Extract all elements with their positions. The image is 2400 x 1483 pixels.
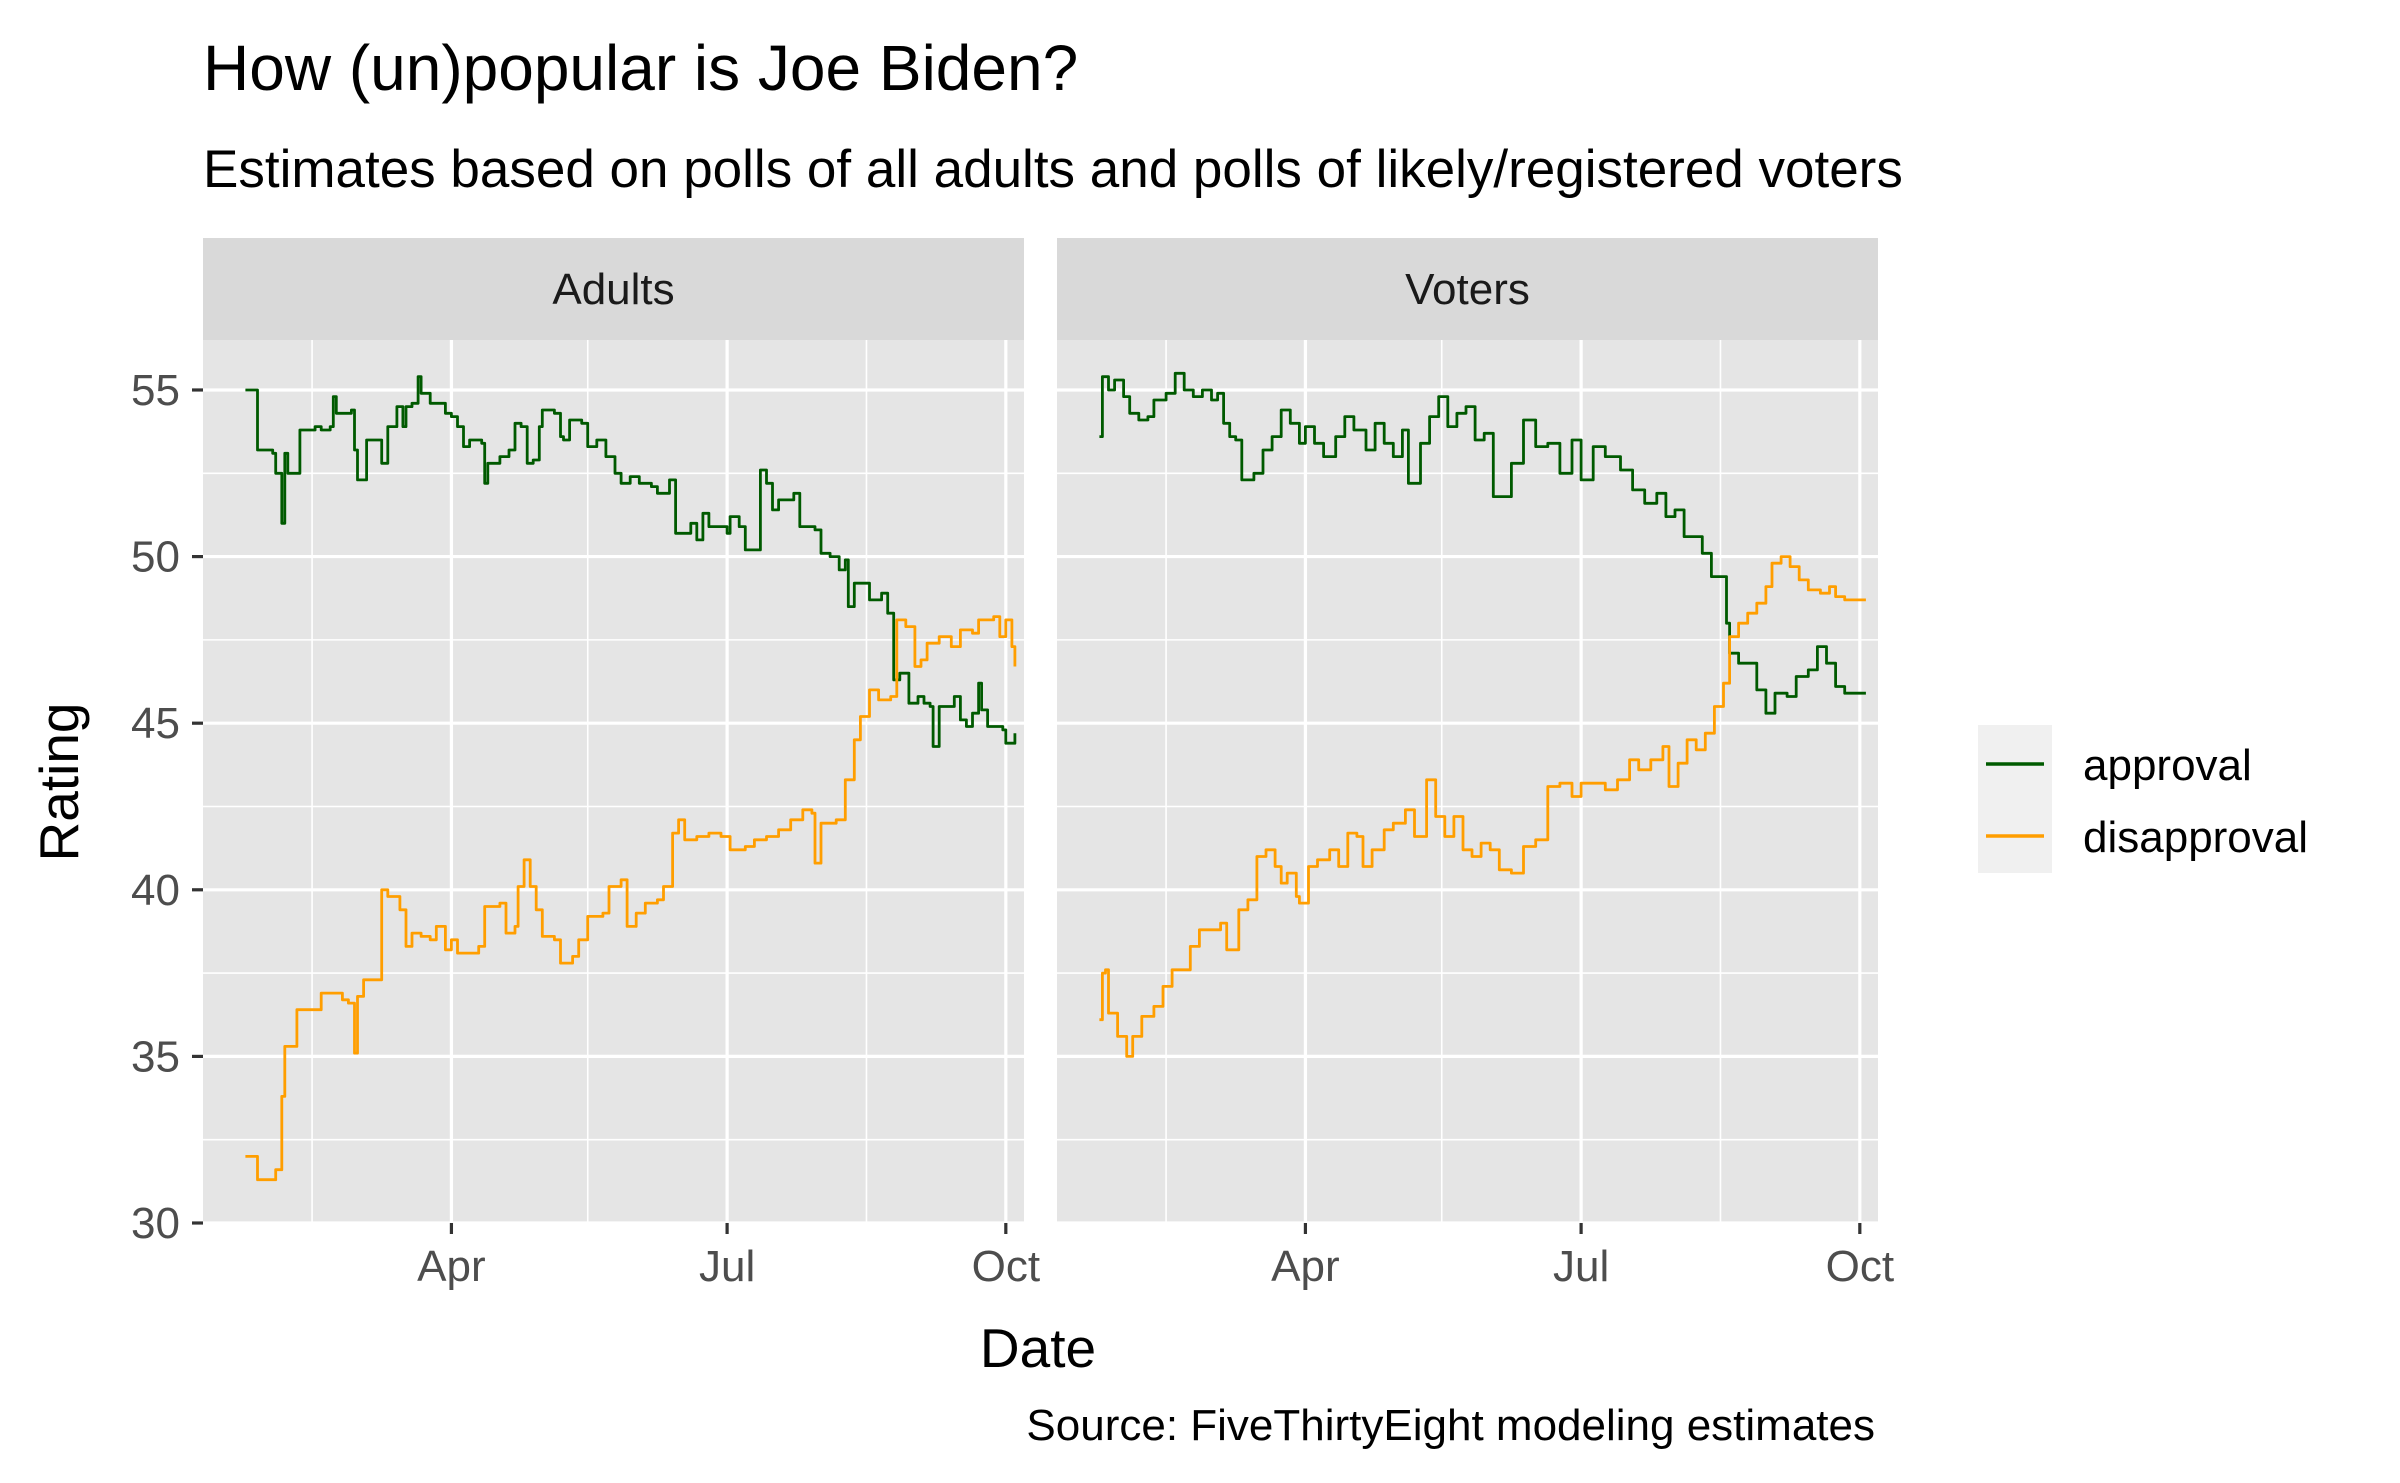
y-tick-label: 45 <box>131 699 180 748</box>
legend: approval disapproval <box>1978 725 2308 873</box>
series-line-approval <box>245 375 1017 748</box>
series-line-approval <box>1099 371 1866 715</box>
legend-label-approval: approval <box>2083 741 2252 790</box>
panels: Apr Jul Oct Adults Apr Jul Oct Voters <box>203 238 1894 1291</box>
x-tick-label: Jul <box>1553 1242 1609 1291</box>
panel-background <box>203 340 1024 1223</box>
y-axis: 30 35 40 45 50 55 <box>131 366 203 1248</box>
y-tick-label: 40 <box>131 866 180 915</box>
facet-label: Adults <box>552 265 674 314</box>
series-line-disapproval <box>1099 555 1866 1058</box>
caption: Source: FiveThirtyEight modeling estimat… <box>1026 1401 1875 1450</box>
chart-subtitle: Estimates based on polls of all adults a… <box>203 140 1903 199</box>
panel-voters: Apr Jul Oct Voters <box>1057 238 1894 1291</box>
series-line-disapproval <box>245 615 1017 1182</box>
y-tick-label: 50 <box>131 533 180 582</box>
x-tick-label: Apr <box>1271 1242 1339 1291</box>
legend-key-box <box>1978 725 2052 873</box>
x-tick-label: Oct <box>972 1242 1040 1291</box>
y-axis-title: Rating <box>28 703 90 862</box>
x-tick-label: Jul <box>699 1242 755 1291</box>
x-tick-label: Apr <box>417 1242 485 1291</box>
panel-background <box>1057 340 1878 1223</box>
facet-strip <box>1057 238 1878 340</box>
facet-label: Voters <box>1405 265 1530 314</box>
y-tick-label: 30 <box>131 1199 180 1248</box>
chart-title: How (un)popular is Joe Biden? <box>203 32 1078 104</box>
panel-adults: Apr Jul Oct Adults <box>203 238 1040 1291</box>
legend-label-disapproval: disapproval <box>2083 813 2308 862</box>
x-axis-title: Date <box>980 1317 1096 1379</box>
x-tick-label: Oct <box>1826 1242 1894 1291</box>
y-tick-label: 35 <box>131 1032 180 1081</box>
y-tick-label: 55 <box>131 366 180 415</box>
facet-strip <box>203 238 1024 340</box>
